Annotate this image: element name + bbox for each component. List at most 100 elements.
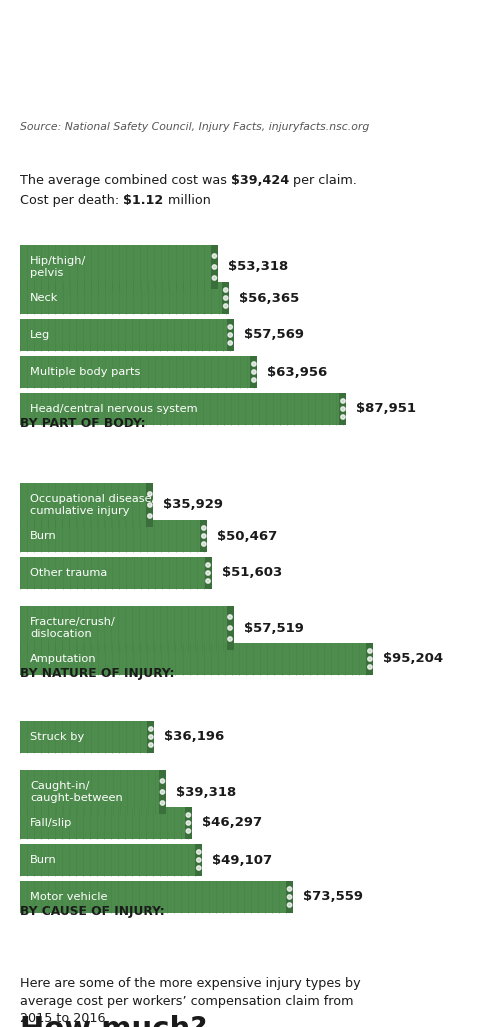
Text: $46,297: $46,297 (202, 816, 262, 830)
Bar (211, 245, 218, 289)
Circle shape (186, 812, 190, 817)
Bar (20, 844, 203, 876)
Circle shape (224, 296, 228, 300)
Bar (20, 356, 258, 388)
Circle shape (212, 265, 216, 269)
Circle shape (148, 514, 152, 519)
Text: $49,107: $49,107 (212, 853, 272, 867)
Text: $1.12: $1.12 (123, 194, 164, 207)
Text: How much?: How much? (20, 1015, 207, 1027)
Bar (20, 881, 293, 913)
Circle shape (228, 333, 232, 337)
Text: $39,424: $39,424 (231, 174, 289, 187)
Text: Hip/thigh/
pelvis: Hip/thigh/ pelvis (30, 257, 86, 277)
Circle shape (160, 801, 164, 805)
Circle shape (228, 637, 232, 641)
Bar (286, 881, 293, 913)
Text: per claim.: per claim. (289, 174, 357, 187)
Text: $51,603: $51,603 (222, 567, 282, 579)
Circle shape (341, 415, 345, 419)
Circle shape (196, 866, 201, 870)
Circle shape (212, 276, 216, 280)
Bar (20, 245, 218, 289)
Bar (222, 282, 229, 314)
Text: Leg: Leg (30, 330, 50, 340)
Bar (20, 319, 234, 351)
Circle shape (288, 903, 292, 907)
Bar (185, 807, 192, 839)
Text: Caught-in/
caught-between: Caught-in/ caught-between (30, 782, 123, 802)
Circle shape (288, 895, 292, 900)
Text: $53,318: $53,318 (228, 261, 288, 273)
Bar (20, 393, 346, 425)
Bar (146, 483, 154, 527)
Text: million: million (164, 194, 210, 207)
Text: Burn: Burn (30, 855, 57, 865)
Bar (204, 557, 212, 589)
Text: BY NATURE OF INJURY:: BY NATURE OF INJURY: (20, 667, 174, 680)
Circle shape (224, 288, 228, 293)
Circle shape (148, 734, 153, 739)
Circle shape (186, 829, 190, 833)
Circle shape (148, 492, 152, 496)
Circle shape (148, 743, 153, 748)
Text: $36,196: $36,196 (164, 730, 224, 744)
Text: Head/central nervous system: Head/central nervous system (30, 404, 198, 414)
Bar (366, 643, 374, 675)
Bar (20, 770, 166, 814)
Text: Source: National Safety Council, Injury Facts, injuryfacts.nsc.org: Source: National Safety Council, Injury … (20, 122, 369, 132)
Circle shape (202, 534, 206, 538)
Text: Here are some of the more expensive injury types by
average cost per workers’ co: Here are some of the more expensive inju… (20, 977, 360, 1025)
Circle shape (148, 727, 153, 731)
Circle shape (206, 563, 210, 567)
Text: Motor vehicle: Motor vehicle (30, 892, 108, 902)
Bar (196, 844, 202, 876)
Circle shape (212, 254, 216, 258)
Circle shape (160, 790, 164, 794)
Text: $73,559: $73,559 (303, 890, 363, 904)
Circle shape (196, 849, 201, 854)
Bar (20, 520, 208, 551)
Circle shape (368, 657, 372, 661)
Text: BY PART OF BODY:: BY PART OF BODY: (20, 417, 146, 430)
Text: $87,951: $87,951 (356, 403, 416, 416)
Text: Struck by: Struck by (30, 732, 84, 741)
Text: The average combined cost was: The average combined cost was (20, 174, 231, 187)
Circle shape (206, 579, 210, 583)
Text: Amputation: Amputation (30, 654, 96, 664)
Bar (20, 483, 154, 527)
Circle shape (341, 407, 345, 411)
Bar (148, 721, 154, 753)
Bar (20, 807, 192, 839)
Text: Burn: Burn (30, 531, 57, 541)
Bar (226, 606, 234, 650)
Circle shape (252, 378, 256, 382)
Bar (226, 319, 234, 351)
Text: Fracture/crush/
dislocation: Fracture/crush/ dislocation (30, 617, 116, 639)
Bar (20, 606, 234, 650)
Text: BY CAUSE OF INJURY:: BY CAUSE OF INJURY: (20, 905, 165, 918)
Circle shape (288, 886, 292, 891)
Bar (159, 770, 166, 814)
Text: $50,467: $50,467 (218, 530, 278, 542)
Text: $56,365: $56,365 (239, 292, 300, 304)
Circle shape (196, 858, 201, 863)
Circle shape (202, 526, 206, 530)
Text: Neck: Neck (30, 293, 58, 303)
Bar (20, 721, 154, 753)
Circle shape (224, 304, 228, 308)
Circle shape (186, 821, 190, 826)
Circle shape (228, 341, 232, 345)
Circle shape (341, 398, 345, 404)
Text: $57,569: $57,569 (244, 329, 304, 342)
Circle shape (228, 325, 232, 330)
Text: $39,318: $39,318 (176, 786, 236, 799)
Text: $95,204: $95,204 (384, 652, 444, 665)
Circle shape (252, 370, 256, 374)
Text: $63,956: $63,956 (268, 366, 328, 379)
Text: $57,519: $57,519 (244, 621, 304, 635)
Bar (340, 393, 346, 425)
Text: Multiple body parts: Multiple body parts (30, 367, 140, 377)
Bar (200, 520, 207, 551)
Circle shape (228, 615, 232, 619)
